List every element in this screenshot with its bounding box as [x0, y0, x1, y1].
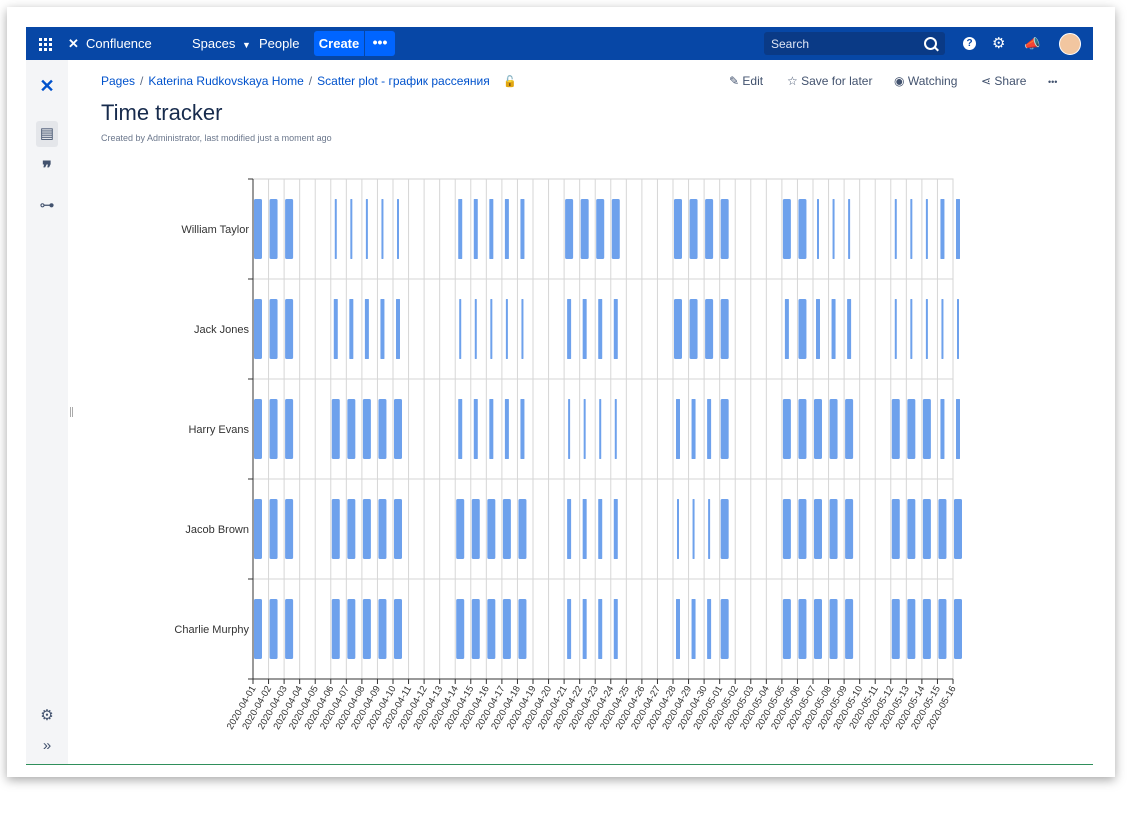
save-for-later-label: Save for later [801, 74, 873, 88]
edit-label: Edit [742, 74, 764, 88]
breadcrumb-separator: / [140, 74, 144, 88]
page-title: Time tracker [101, 100, 223, 125]
chevron-down-icon: ▼ [242, 40, 251, 50]
breadcrumb-item-home[interactable]: Katerina Rudkovskaya Home [148, 74, 304, 88]
unlock-icon[interactable]: 🔓 [503, 76, 517, 88]
search-input[interactable] [764, 32, 921, 55]
nav-spaces-label: Spaces [192, 36, 236, 51]
megaphone-icon[interactable]: 📣 [1024, 36, 1041, 51]
search-box[interactable] [764, 32, 945, 55]
breadcrumb: Pages / Katerina Rudkovskaya Home / Scatter … [101, 74, 517, 88]
search-icon[interactable] [924, 37, 937, 50]
save-for-later-button[interactable]: ☆ Save for later [787, 74, 872, 88]
confluence-logo-text[interactable]: Confluence [86, 36, 152, 51]
nav-spaces[interactable]: Spaces ▼ [192, 27, 251, 60]
watching-label: Watching [907, 74, 958, 88]
eye-icon: ◉ [894, 74, 905, 88]
confluence-logo-icon[interactable]: ✕ [68, 36, 79, 51]
sidebar-resize-handle[interactable] [70, 407, 73, 417]
breadcrumb-item-pages[interactable]: Pages [101, 74, 136, 88]
space-settings-gear-icon[interactable]: ⚙ [40, 707, 54, 724]
expand-sidebar-icon[interactable]: » [42, 737, 52, 754]
share-label: Share [994, 74, 1027, 88]
pages-icon[interactable]: ▤ [36, 121, 58, 147]
create-more-button[interactable]: ••• [365, 31, 395, 56]
watching-button[interactable]: ◉ Watching [894, 74, 957, 88]
help-icon[interactable]: ? [963, 37, 976, 50]
page-byline: Created by Administrator, last modified … [101, 133, 332, 143]
share-button[interactable]: ⋖ Share [981, 74, 1026, 88]
star-icon: ☆ [787, 74, 798, 88]
nav-people[interactable]: People [259, 36, 300, 51]
share-icon: ⋖ [981, 74, 992, 88]
pencil-icon: ✎ [729, 74, 740, 88]
footer-divider [26, 764, 1093, 765]
top-navigation-bar: ✕ Confluence Spaces ▼ People Create ••• … [26, 27, 1093, 60]
left-sidebar: ✕ ▤ ❞ ⊶ ⚙ » [26, 60, 68, 764]
page-tree-icon[interactable]: ⊶ [39, 197, 55, 214]
more-actions-button[interactable]: ••• [1048, 77, 1058, 87]
gear-icon[interactable]: ⚙ [992, 35, 1006, 52]
user-avatar[interactable] [1059, 33, 1081, 55]
app-switcher-icon[interactable] [37, 27, 53, 60]
breadcrumb-separator: / [308, 74, 313, 88]
create-button[interactable]: Create [314, 31, 364, 56]
blog-quote-icon[interactable]: ❞ [42, 158, 52, 178]
breadcrumb-item-parent[interactable]: Scatter plot - график рассеяния [317, 74, 490, 88]
edit-button[interactable]: ✎ Edit [729, 74, 763, 88]
confluence-space-icon[interactable]: ✕ [39, 76, 55, 96]
